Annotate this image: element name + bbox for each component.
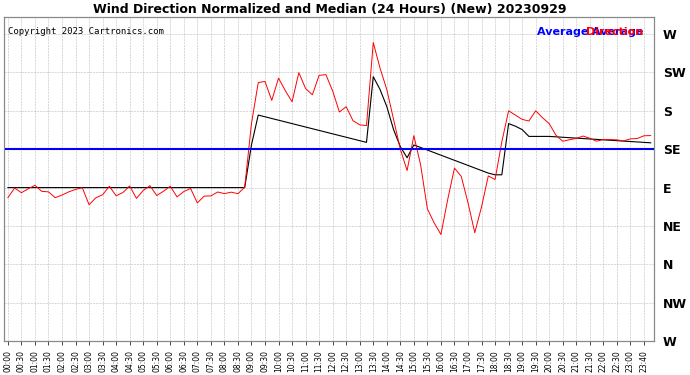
Title: Wind Direction Normalized and Median (24 Hours) (New) 20230929: Wind Direction Normalized and Median (24…	[92, 3, 566, 16]
Text: Direction: Direction	[586, 27, 643, 37]
Text: Copyright 2023 Cartronics.com: Copyright 2023 Cartronics.com	[8, 27, 164, 36]
Text: Average: Average	[592, 27, 648, 37]
Text: Average: Average	[537, 27, 593, 37]
